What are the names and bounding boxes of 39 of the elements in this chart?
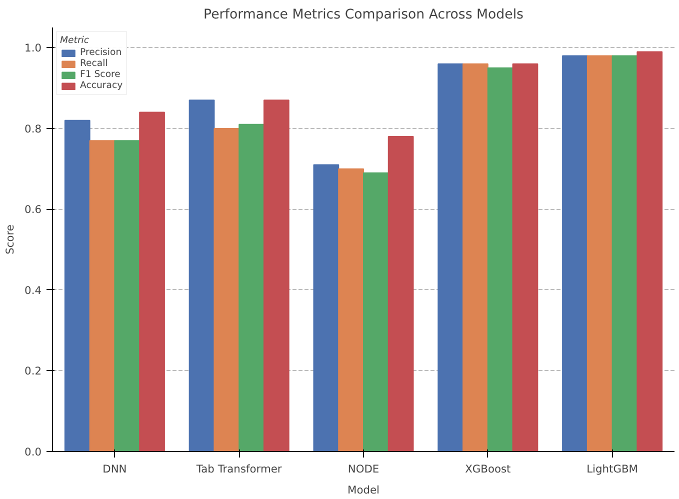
chart-title: Performance Metrics Comparison Across Models [204, 8, 524, 22]
legend-label: F1 Score [80, 69, 120, 80]
bar [238, 124, 264, 452]
y-tick-label: 1.0 [24, 42, 42, 55]
bar [313, 164, 340, 452]
x-tick-label: NODE [348, 462, 380, 476]
bar [64, 120, 90, 452]
bar [462, 63, 488, 452]
bar [139, 112, 165, 452]
y-tick-label: 0.8 [24, 122, 42, 136]
bar [263, 100, 290, 452]
bar [89, 140, 116, 452]
y-axis-title: Score [4, 224, 17, 254]
legend-label: Accuracy [80, 80, 123, 91]
bar [338, 168, 364, 452]
legend-title: Metric [60, 35, 90, 46]
legend-label: Recall [80, 58, 108, 69]
y-tick-label: 0.4 [24, 284, 42, 297]
bar [363, 172, 389, 452]
bar [438, 63, 464, 452]
bar [612, 55, 638, 452]
bar [188, 100, 215, 452]
x-tick-label: DNN [102, 462, 127, 476]
x-tick-label: XGBoost [465, 462, 511, 476]
bar [636, 51, 663, 452]
x-tick-label: LightGBM [586, 462, 638, 476]
x-tick-label: Tab Transformer [195, 462, 282, 476]
bar [114, 140, 140, 452]
y-tick-label: 0.2 [24, 364, 42, 378]
bar [388, 136, 414, 452]
legend-label: Precision [80, 47, 122, 58]
y-tick-label: 0.0 [24, 446, 42, 458]
bar [487, 67, 514, 452]
y-tick-label: 0.6 [24, 203, 42, 216]
bar [512, 63, 538, 452]
bar [214, 128, 240, 452]
bar [562, 55, 588, 452]
bar [586, 55, 613, 452]
x-axis-title: Model [348, 484, 380, 496]
